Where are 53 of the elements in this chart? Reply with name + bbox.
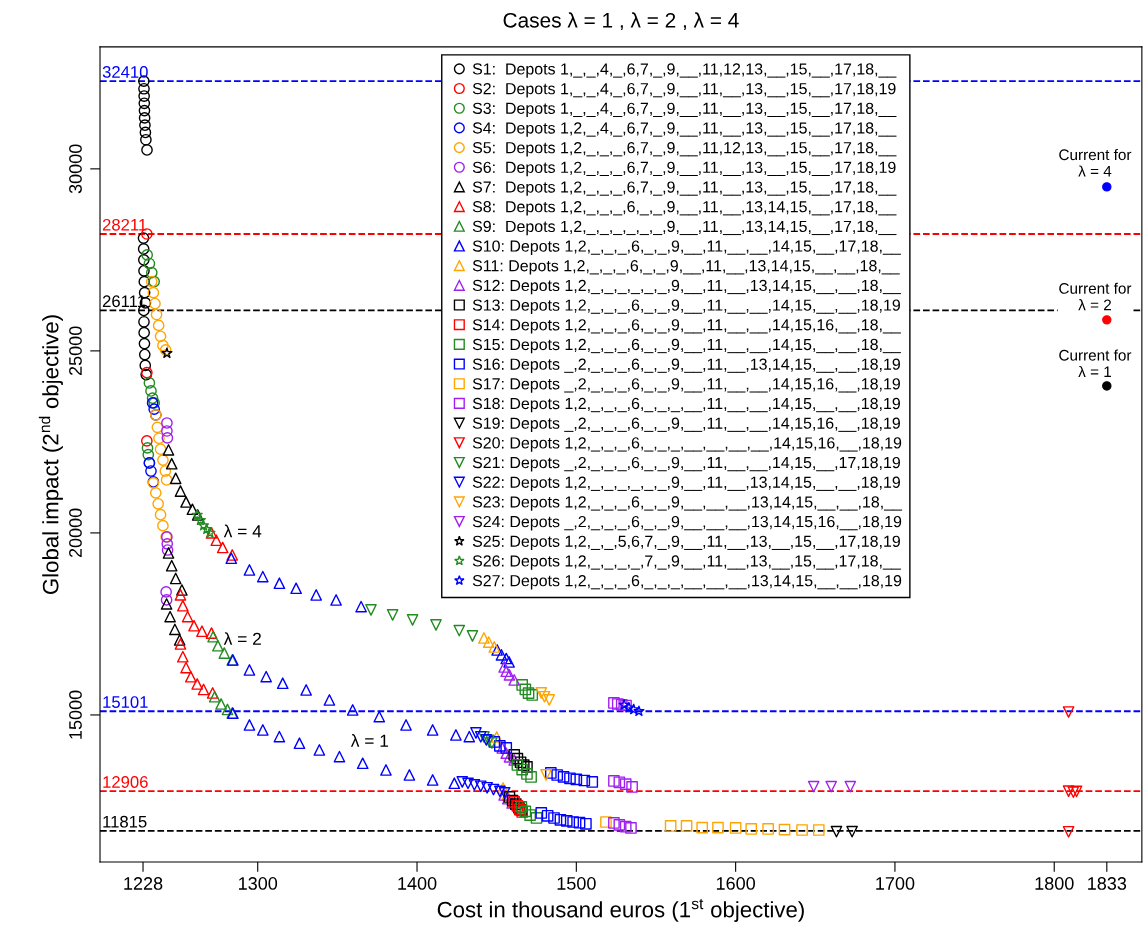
- x-tick-label: 1400: [398, 877, 437, 890]
- legend-label: S8: Depots 1,2,_,_,_,6,_,_,9,__,11,__,13,14,15,__,17,18,__: [472, 201, 897, 216]
- legend-label: S22: Depots 1,2,_,_,_,_,_,_,9,__,11,__,13,14,15,__,__,18,19: [472, 476, 900, 492]
- legend-label: S26: Depots 1,2,_,_,_,_,7,_,9,__,11,__,13,__,15,__,17,18,__: [472, 555, 901, 570]
- legend-label: S14: Depots 1,2,_,_,_,6,_,_,9,__,11,__,__,14,15,16,__,18,__: [472, 319, 901, 334]
- legend-label: S3: Depots 1,_,_,4,_,6,7,_,9,__,11,__,13,__,15,__,17,18,__: [472, 102, 897, 118]
- legend-label: S23: Depots 1,2,_,_,_,6,_,_,9,__,__,__,13,14,15,__,__,18,__: [472, 496, 903, 511]
- legend-label: S27: Depots 1,2,_,_,_,6,_,_,_,__,__,__,13,14,15,__,__,18,19: [472, 574, 902, 590]
- annotation: Current for λ = 1: [1059, 349, 1132, 377]
- y-tick-label: 20000: [69, 508, 82, 558]
- ref-line-label: 11815: [103, 815, 147, 828]
- legend-label: S11: Depots 1,2,_,_,_,6,_,_,9,__,11,__,13,14,15,__,__,18,__: [472, 260, 900, 275]
- ref-line-label: 28211: [102, 218, 147, 231]
- x-tick-label: 1833: [1088, 877, 1127, 890]
- x-tick-label: 1700: [876, 877, 915, 890]
- y-tick-label: 15000: [69, 690, 82, 739]
- annotation: Current for λ = 2: [1059, 282, 1132, 311]
- ref-line-label: 15101: [103, 696, 148, 708]
- annotation: Current for λ = 4: [1059, 148, 1132, 177]
- legend-label: S13: Depots 1,2,_,_,_,6,_,_,9,__,11,__,__,14,15,__,__,18,19: [472, 299, 900, 314]
- x-axis-title: Cost in thousand euros (1$^{st}$ objective): [437, 898, 804, 922]
- legend-label: S2: Depots 1,_,_,4,_,6,7,_,9,__,11,__,13,__,15,__,17,18,19: [472, 82, 896, 98]
- x-tick-label: 1600: [716, 877, 756, 890]
- legend-label: S6: Depots 1,2,_,_,_,6,7,_,9,__,11,__,13,__,15,__,17,18,19: [472, 161, 896, 177]
- y-axis-title: Global impact (2$^{nd}$ objective): [38, 315, 63, 595]
- legend-label: S19: Depots _,2,_,_,_,6,_,_,9,__,11,__,__,14,15,16,__,18,19: [472, 417, 900, 433]
- y-tick-label: 25000: [69, 326, 82, 376]
- x-tick-label: 1300: [239, 877, 278, 890]
- legend-label: S5: Depots 1,2,_,_,_,6,7,_,9,__,11,12,13,__,15,__,17,18,__: [472, 142, 897, 157]
- ref-line-label: 12906: [103, 776, 148, 788]
- legend-label: S4: Depots 1,2,_,4,_,6,7,_,9,__,11,__,13,__,15,__,17,18,__: [472, 122, 897, 137]
- legend-label: S24: Depots _,2,_,_,_,6,_,_,9,__,__,__,13,14,15,16,__,18,19: [472, 515, 902, 531]
- legend-label: S20: Depots 1,2,_,_,_,6,_,_,_,__,__,__,__,14,15,16,__,18,19: [472, 437, 902, 452]
- legend-label: S12: Depots 1,2,_,_,_,_,_,_,9,__,11,__,13,14,15,__,__,18,__: [472, 279, 901, 295]
- x-tick-label: 1228: [124, 877, 163, 890]
- x-tick-label: 1500: [557, 877, 596, 890]
- x-tick-label: 1800: [1035, 877, 1074, 890]
- legend-label: S1: Depots 1,_,_,4,_,6,7,_,9,__,11,12,13,__,15,__,17,18,__: [472, 63, 897, 78]
- annotation: λ = 2: [223, 632, 261, 645]
- legend-label: S10: Depots 1,2,_,_,_,6,_,_,9,__,11,__,__,14,15,__,17,18,__: [472, 240, 901, 255]
- ref-line-label: 32410: [102, 66, 148, 78]
- legend-label: S25: Depots 1,2,_,_,5,6,7,_,9,__,11,__,13,__,15,__,17,18,19: [472, 535, 900, 551]
- annotation: λ = 4: [223, 524, 262, 538]
- legend-label: S7: Depots 1,2,_,_,_,6,7,_,9,__,11,__,13,__,15,__,17,18,__: [472, 181, 897, 196]
- chart-title: Cases λ = 1 , λ = 2 , λ = 4: [503, 12, 739, 31]
- legend-label: S9: Depots 1,2,_,_,_,_,_,_,9,__,11,__,13,14,15,__,17,18,__: [472, 220, 897, 236]
- legend-label: S16: Depots _,2,_,_,_,6,_,_,9,__,11,__,13,14,15,__,__,18,19: [472, 358, 900, 373]
- legend-label: S17: Depots _,2,_,_,_,6,_,_,9,__,11,__,__,14,15,16,__,18,19: [472, 378, 900, 393]
- legend-label: S21: Depots _,2,_,_,_,6,_,_,9,__,11,__,__,14,15,__,17,18,19: [472, 456, 900, 472]
- legend-label: S15: Depots 1,2,_,_,_,6,_,_,9,__,11,__,__,14,15,__,__,18,__: [472, 338, 901, 354]
- legend-label: S18: Depots 1,2,_,_,_,6,_,_,_,__,11,__,__,14,15,__,__,18,19: [472, 397, 900, 413]
- annotation: λ = 1: [350, 734, 389, 747]
- y-tick-label: 30000: [69, 144, 82, 194]
